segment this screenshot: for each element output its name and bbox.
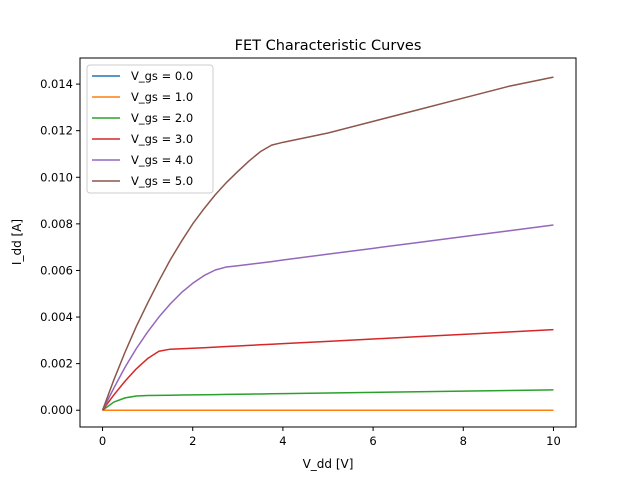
legend-label-2: V_gs = 2.0 (131, 111, 193, 125)
x-tick-label: 6 (369, 434, 376, 448)
y-tick-label: 0.000 (40, 403, 73, 417)
y-tick-label: 0.014 (40, 77, 73, 91)
y-tick-label: 0.010 (40, 170, 73, 184)
legend-label-1: V_gs = 1.0 (131, 90, 193, 104)
legend-label-3: V_gs = 3.0 (131, 132, 193, 146)
x-tick-label: 0 (99, 434, 106, 448)
series-line-3 (101, 328, 554, 411)
legend-label-5: V_gs = 5.0 (131, 174, 193, 188)
x-tick-label: 8 (460, 434, 467, 448)
y-tick-label: 0.006 (40, 263, 73, 277)
legend-label-4: V_gs = 4.0 (131, 153, 193, 167)
y-tick-label: 0.012 (40, 124, 73, 138)
series-line-4 (101, 224, 554, 411)
y-axis-label: I_dd [A] (10, 219, 24, 265)
series-line-5 (101, 76, 554, 411)
x-axis-ticks: 0 2 4 6 8 10 (99, 427, 561, 448)
chart-title: FET Characteristic Curves (235, 38, 422, 54)
legend-label-0: V_gs = 0.0 (131, 69, 193, 83)
legend: V_gs = 0.0 V_gs = 1.0 V_gs = 2.0 V_gs = 3.0… (86, 64, 214, 194)
x-tick-label: 2 (189, 434, 196, 448)
x-tick-label: 4 (279, 434, 286, 448)
series-lines (101, 76, 554, 411)
y-tick-label: 0.004 (40, 310, 73, 324)
y-tick-label: 0.008 (40, 217, 73, 231)
series-line-2 (102, 389, 554, 411)
x-tick-label: 10 (546, 434, 561, 448)
axes-frame (79, 57, 577, 428)
x-axis-label: V_dd [V] (303, 457, 354, 471)
y-axis-ticks: 0.000 0.002 0.004 0.006 0.008 0.010 0.012 0.014 (40, 77, 80, 417)
y-tick-label: 0.002 (40, 357, 73, 371)
